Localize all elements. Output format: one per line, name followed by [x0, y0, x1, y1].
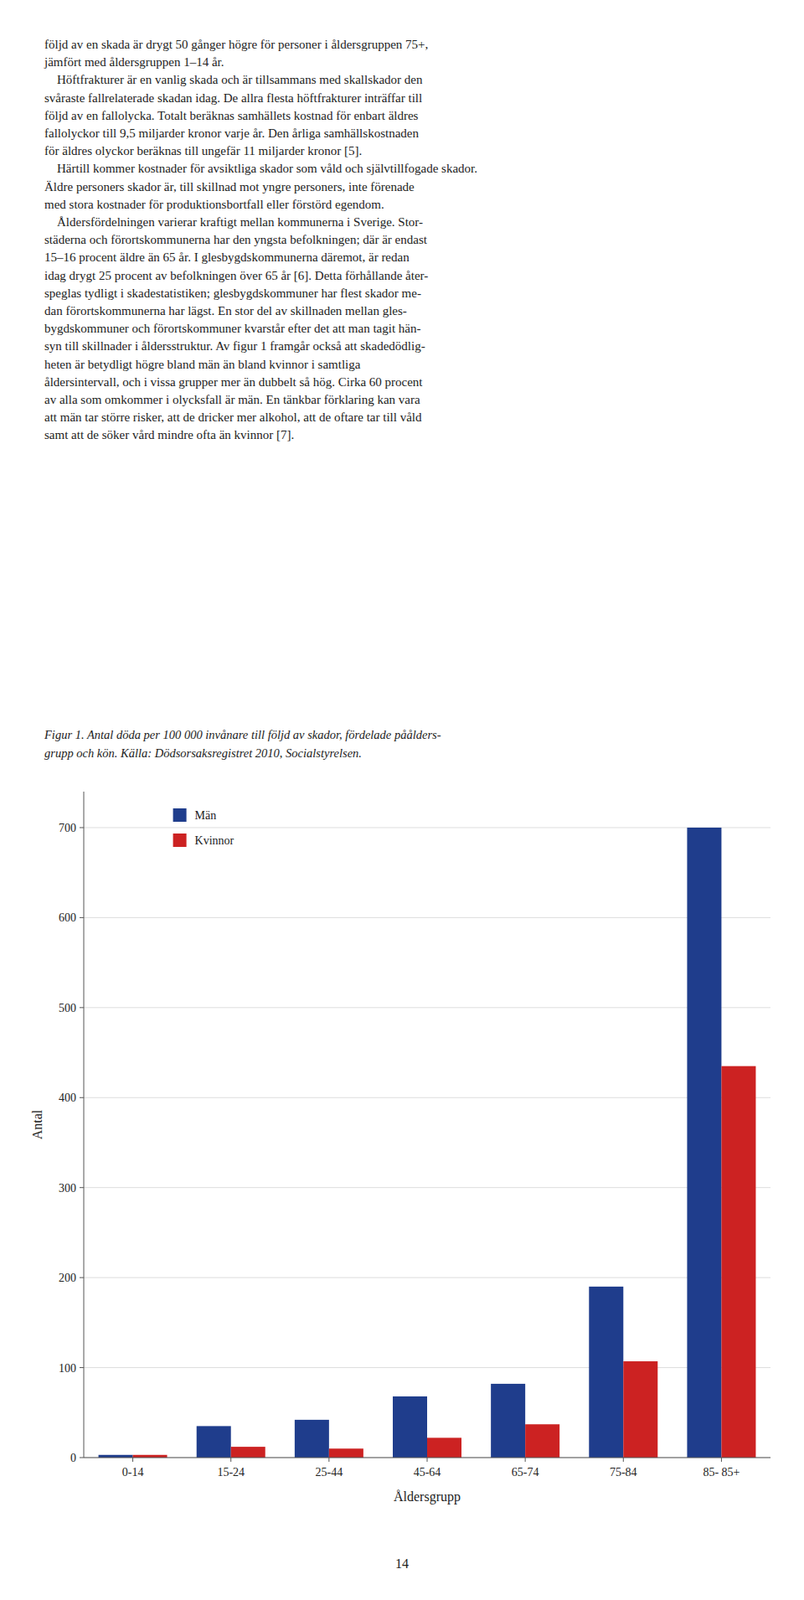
- x-tick: [623, 1457, 624, 1462]
- grid-line: [83, 826, 771, 828]
- legend: Män Kvinnor: [173, 808, 235, 847]
- bar: [329, 1448, 364, 1458]
- body-text: Härtill kommer kostnader för avsiktliga …: [44, 161, 478, 176]
- y-tick: [79, 1457, 84, 1459]
- bar: [686, 827, 722, 1458]
- bar: [427, 1437, 462, 1458]
- y-tick: [79, 917, 84, 918]
- grid-line: [83, 1097, 771, 1098]
- body-text: följd av en fallolycka. Totalt beräknas …: [44, 108, 419, 123]
- body-text: speglas tydligt i skadestatistiken; gles…: [44, 286, 422, 300]
- bar: [392, 1396, 428, 1458]
- y-tick: [79, 1186, 84, 1188]
- body-text: åldersintervall, och i vissa grupper mer…: [44, 375, 423, 389]
- page: följd av en skada är drygt 50 gånger hög…: [0, 0, 804, 1600]
- x-tick: [525, 1457, 526, 1462]
- bar: [294, 1419, 330, 1458]
- x-tick: [132, 1457, 134, 1462]
- body-text: följd av en skada är drygt 50 gånger hög…: [44, 37, 428, 52]
- y-tick-label: 100: [58, 1361, 77, 1375]
- y-tick-label: 500: [58, 1001, 77, 1015]
- body-text: städerna och förortskommunerna har den y…: [44, 232, 428, 247]
- chart: 0 100 200 300 400 500 600 700 0-14 15-24 25-44 45-6…: [30, 791, 771, 1505]
- body-text: svåraste fallrelaterade skadan idag. De …: [44, 91, 423, 105]
- body-text: jämfört med åldersgruppen 1–14 år.: [43, 55, 225, 69]
- grid-line: [83, 917, 771, 918]
- figure-caption: Figur 1. Antal döda per 100 000 invånare…: [43, 727, 442, 742]
- x-tick: [328, 1457, 330, 1462]
- y-tick: [79, 1366, 84, 1368]
- bar: [490, 1383, 526, 1458]
- bar: [525, 1423, 560, 1458]
- bars: [98, 827, 757, 1458]
- legend-swatch: [173, 833, 187, 847]
- grid-line: [83, 1186, 771, 1188]
- bar: [623, 1360, 658, 1458]
- body-text: fallolyckor till 9,5 miljarder kronor va…: [44, 126, 419, 140]
- x-tick: [230, 1457, 232, 1462]
- y-tick-label: 300: [58, 1181, 77, 1195]
- y-tick-label: 600: [58, 911, 77, 924]
- legend-swatch: [173, 808, 187, 822]
- x-tick-label: 75-84: [609, 1465, 638, 1479]
- body-text: Äldre personers skador är, till skillnad…: [44, 180, 415, 194]
- body-text: 15–16 procent äldre än 65 år. I glesbygd…: [44, 250, 410, 264]
- x-tick: [721, 1457, 722, 1462]
- x-tick-label: 0-14: [122, 1465, 145, 1479]
- y-tick: [79, 1277, 84, 1279]
- y-tick: [79, 1097, 84, 1098]
- y-tick-label: 0: [70, 1451, 77, 1464]
- bar: [588, 1286, 624, 1458]
- bar: [196, 1425, 232, 1458]
- body-text: bygdskommuner och förortskommuner kvarst…: [44, 321, 421, 335]
- x-tick-label: 45-64: [413, 1465, 442, 1479]
- bar: [231, 1446, 266, 1458]
- y-tick-label: 200: [58, 1271, 77, 1284]
- body-text: syn till skillnader i åldersstruktur. Av…: [44, 339, 426, 353]
- legend-label: Kvinnor: [195, 834, 235, 847]
- body-text: för äldres olyckor beräknas till ungefär…: [44, 144, 362, 158]
- x-axis-label: Åldersgrupp: [393, 1489, 461, 1505]
- y-tick-label: 400: [58, 1091, 77, 1104]
- figure-caption: grupp och kön. Källa: Dödsorsaksregistre…: [44, 746, 362, 760]
- grid-line: [83, 1277, 771, 1279]
- page-number: 14: [395, 1556, 409, 1571]
- x-tick: [427, 1457, 428, 1462]
- body-text: med stora kostnader för produktionsbortf…: [44, 197, 385, 212]
- body-text: idag drygt 25 procent av befolkningen öv…: [44, 268, 428, 283]
- body-text: Höftfrakturer är en vanlig skada och är …: [44, 72, 423, 87]
- body-text: att män tar större risker, att de dricke…: [44, 410, 423, 424]
- body-text: samt att de söker vård mindre ofta än kv…: [44, 427, 294, 442]
- x-tick-label: 85- 85+: [702, 1465, 740, 1479]
- body-text: heten är betydligt högre bland män än bl…: [44, 357, 361, 372]
- x-tick-label: 15-24: [216, 1465, 245, 1479]
- y-tick-label: 700: [58, 821, 77, 835]
- body-text: av alla som omkommer i olycksfall är män…: [44, 392, 421, 407]
- legend-label: Män: [195, 809, 217, 822]
- body-text: dan förortskommunerna har lägst. En stor…: [44, 304, 408, 318]
- grid-line: [83, 1006, 771, 1008]
- x-tick-label: 65-74: [511, 1465, 540, 1479]
- y-axis-label: Antal: [30, 1108, 45, 1139]
- y-tick: [79, 826, 84, 828]
- bar: [721, 1066, 756, 1458]
- body-text: Åldersfördelningen varierar kraftigt mel…: [44, 215, 423, 229]
- x-tick-label: 25-44: [315, 1465, 344, 1479]
- y-axis: [83, 791, 85, 1458]
- grid-line: [83, 1366, 771, 1368]
- y-tick: [79, 1006, 84, 1008]
